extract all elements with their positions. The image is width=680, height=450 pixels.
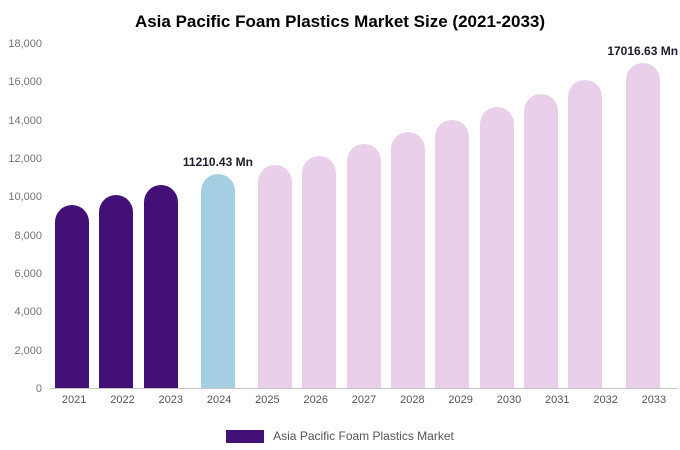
- x-axis-label: 2029: [448, 394, 473, 406]
- x-axis-label: 2032: [593, 394, 618, 406]
- x-axis-label: 2024: [206, 394, 232, 406]
- bar: [435, 120, 470, 388]
- y-axis: 0 2,000 4,000 6,000 8,000 10,000 12,000 14,000 1…: [0, 38, 44, 395]
- y-axis-tick-label: 4,000: [14, 306, 42, 319]
- y-axis-tick-label: 18,000: [8, 38, 42, 50]
- x-axis-label: 2026: [303, 394, 328, 406]
- bar: [479, 107, 514, 388]
- bar: [523, 93, 558, 388]
- bar-value-label: 11210.43 Mn: [182, 154, 253, 169]
- bar: [258, 165, 293, 388]
- bar-column: [139, 44, 183, 388]
- x-axis-label: 2033: [641, 394, 667, 406]
- bar-column: [297, 44, 341, 388]
- x-axis-label: 2021: [61, 394, 87, 406]
- x-axis-label: 2028: [400, 394, 425, 406]
- bar-column: [253, 44, 297, 388]
- bar: [302, 155, 337, 388]
- x-axis-label: 2025: [255, 394, 280, 406]
- x-axis-label: 2023: [158, 394, 184, 406]
- legend: Asia Pacific Foam Plastics Market: [0, 429, 680, 443]
- y-axis-tick-label: 12,000: [8, 153, 42, 165]
- bar: [99, 194, 134, 388]
- bar: [390, 131, 425, 388]
- y-axis-tick-label: 6,000: [14, 268, 42, 280]
- bar-column: 11210.43 Mn: [183, 44, 253, 388]
- bar-column: [386, 44, 430, 388]
- y-axis-tick-label: 0: [35, 383, 42, 395]
- x-axis: 2021 2022 2023 2024 2025 2026 2027 2028 2029 2030…: [50, 394, 678, 406]
- bar-column: [474, 44, 518, 388]
- chart-title: Asia Pacific Foam Plastics Market Size (…: [134, 12, 546, 31]
- bar: [55, 204, 90, 388]
- bar-column: 17016.63 Mn: [607, 44, 678, 388]
- bar-column: [430, 44, 474, 388]
- plot-area: 11210.43 Mn 17016.63 Mn: [50, 44, 678, 389]
- bar-column: [563, 44, 607, 388]
- bar-column: [50, 44, 94, 388]
- bar-column: [519, 44, 563, 388]
- bar: [346, 144, 381, 388]
- bar: [568, 80, 603, 388]
- y-axis-tick-label: 2,000: [14, 344, 42, 357]
- x-axis-label: 2031: [545, 394, 570, 406]
- x-axis-label: 2027: [351, 394, 377, 406]
- x-axis-label: 2022: [110, 394, 135, 406]
- legend-marker: [226, 429, 265, 443]
- y-axis-tick-label: 16,000: [8, 76, 42, 89]
- bar: [143, 185, 178, 388]
- bar: [625, 63, 660, 388]
- legend-label: Asia Pacific Foam Plastics Market: [273, 429, 454, 443]
- bar-value-label: 17016.63 Mn: [607, 44, 679, 58]
- y-axis-tick-label: 8,000: [14, 229, 42, 242]
- y-axis-tick-label: 10,000: [8, 191, 42, 204]
- bar: [200, 173, 235, 388]
- x-axis-label: 2030: [496, 394, 522, 406]
- y-axis-tick-label: 14,000: [8, 114, 42, 127]
- bar-column: [94, 44, 138, 388]
- bar-column: [342, 44, 386, 388]
